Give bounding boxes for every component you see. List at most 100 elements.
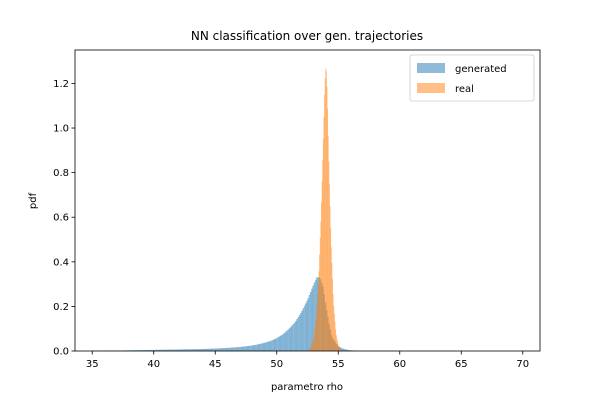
histogram-bar-generated bbox=[298, 314, 301, 351]
histogram-bar-real bbox=[333, 305, 335, 351]
histogram-bar-generated bbox=[218, 348, 221, 351]
histogram-bar-generated bbox=[157, 349, 159, 351]
histogram-bar-generated bbox=[237, 347, 239, 351]
histogram-bar-generated bbox=[312, 285, 314, 351]
histogram-bar-real bbox=[318, 271, 320, 351]
histogram-bar-generated bbox=[166, 349, 168, 351]
histogram-bar-generated bbox=[146, 350, 148, 351]
x-tick-label: 40 bbox=[147, 359, 160, 370]
histogram-bar-real bbox=[337, 340, 338, 351]
histogram-bar-generated bbox=[194, 349, 196, 351]
legend-label-generated: generated bbox=[455, 64, 507, 75]
histogram-bar-real bbox=[308, 349, 310, 351]
histogram-bar-generated bbox=[162, 349, 164, 351]
histogram-bar-generated bbox=[279, 336, 281, 351]
histogram-bar-real bbox=[323, 116, 325, 351]
histogram-bar-real bbox=[328, 161, 330, 351]
histogram-bar-generated bbox=[232, 347, 234, 351]
histogram-bar-real bbox=[309, 348, 311, 351]
histogram-bar-generated bbox=[301, 310, 303, 351]
histogram-bar-real bbox=[313, 338, 314, 351]
histogram-bar-generated bbox=[302, 308, 305, 351]
histogram-bar-generated bbox=[191, 349, 194, 351]
histogram-bar-generated bbox=[206, 348, 209, 351]
histogram-bar-generated bbox=[292, 324, 295, 351]
histogram-bar-generated bbox=[137, 350, 140, 351]
histogram-bar-generated bbox=[254, 344, 257, 351]
legend-swatch-generated bbox=[417, 63, 445, 73]
histogram-bar-generated bbox=[142, 350, 145, 351]
histogram-bar-real bbox=[317, 293, 319, 351]
histogram-bar-real bbox=[311, 343, 313, 351]
x-tick-label: 50 bbox=[270, 359, 283, 370]
histogram-bar-real bbox=[332, 278, 333, 351]
histogram-bar-generated bbox=[260, 343, 263, 351]
histogram-bar-real bbox=[324, 78, 326, 351]
histogram-bar-real bbox=[339, 348, 341, 351]
histogram-bar-generated bbox=[340, 347, 343, 351]
series-real bbox=[308, 68, 342, 352]
histogram-bar-generated bbox=[286, 330, 289, 351]
histogram-bar-generated bbox=[263, 342, 265, 351]
histogram-bar-generated bbox=[308, 295, 311, 351]
histogram-bar-generated bbox=[248, 345, 250, 351]
histogram-bar-generated bbox=[284, 332, 286, 351]
histogram-bar-real bbox=[322, 159, 324, 351]
y-tick-label: 0.2 bbox=[53, 302, 69, 313]
histogram-bar-real bbox=[337, 343, 339, 351]
histogram-bar-generated bbox=[314, 280, 317, 351]
histogram-bar-generated bbox=[183, 349, 185, 351]
histogram-bar-generated bbox=[233, 347, 236, 351]
x-tick-label: 55 bbox=[332, 359, 345, 370]
series-generated bbox=[92, 277, 524, 351]
histogram-bar-real bbox=[313, 335, 315, 351]
histogram-bar-generated bbox=[346, 349, 349, 351]
x-tick-label: 65 bbox=[455, 359, 468, 370]
histogram-bar-generated bbox=[227, 347, 230, 351]
histogram-bar-generated bbox=[281, 334, 284, 351]
histogram-bar-generated bbox=[136, 350, 138, 351]
histogram-bar-generated bbox=[156, 349, 158, 351]
histogram-bar-generated bbox=[168, 349, 170, 351]
histogram-bar-real bbox=[315, 320, 317, 351]
histogram-bar-real bbox=[329, 183, 330, 351]
histogram-bar-generated bbox=[345, 349, 348, 351]
histogram-bar-generated bbox=[266, 341, 269, 351]
x-tick-label: 35 bbox=[86, 359, 99, 370]
histogram-bar-real bbox=[332, 294, 334, 351]
histogram-bar-generated bbox=[243, 346, 246, 351]
histogram-bar-real bbox=[336, 337, 338, 351]
histogram-bar-generated bbox=[271, 340, 274, 351]
chart-title: NN classification over gen. trajectories bbox=[191, 29, 423, 43]
x-tick-label: 70 bbox=[516, 359, 529, 370]
histogram-bar-generated bbox=[170, 349, 173, 351]
histogram-bar-generated bbox=[275, 338, 277, 351]
histogram-bar-generated bbox=[223, 348, 226, 351]
histogram-bar-generated bbox=[161, 349, 163, 351]
histogram-bar-real bbox=[329, 206, 331, 351]
histogram-bar-generated bbox=[140, 350, 142, 351]
histogram-bar-generated bbox=[216, 348, 218, 351]
histogram-bar-generated bbox=[189, 349, 191, 351]
histogram-bar-generated bbox=[186, 349, 189, 351]
histogram-bar-real bbox=[340, 349, 341, 351]
histogram-bar-generated bbox=[196, 349, 199, 351]
histogram-bar-real bbox=[338, 345, 340, 351]
histogram-bar-generated bbox=[152, 349, 154, 351]
histogram-bar-generated bbox=[198, 349, 200, 351]
histogram-bar-generated bbox=[159, 349, 162, 351]
x-tick-label: 45 bbox=[209, 359, 222, 370]
histogram-bar-generated bbox=[211, 348, 214, 351]
histogram-bar-generated bbox=[207, 348, 210, 351]
histogram-bar-generated bbox=[200, 349, 202, 351]
histogram-bar-generated bbox=[143, 350, 146, 351]
histogram-bar-real bbox=[314, 325, 316, 351]
histogram-bar-generated bbox=[341, 348, 344, 351]
histogram-bar-generated bbox=[205, 348, 207, 351]
histogram-bar-real bbox=[325, 68, 327, 352]
histogram-bar-generated bbox=[313, 282, 316, 351]
histogram-bar-generated bbox=[348, 349, 350, 351]
histogram-bar-generated bbox=[264, 342, 266, 351]
histogram-bar-generated bbox=[145, 350, 147, 351]
